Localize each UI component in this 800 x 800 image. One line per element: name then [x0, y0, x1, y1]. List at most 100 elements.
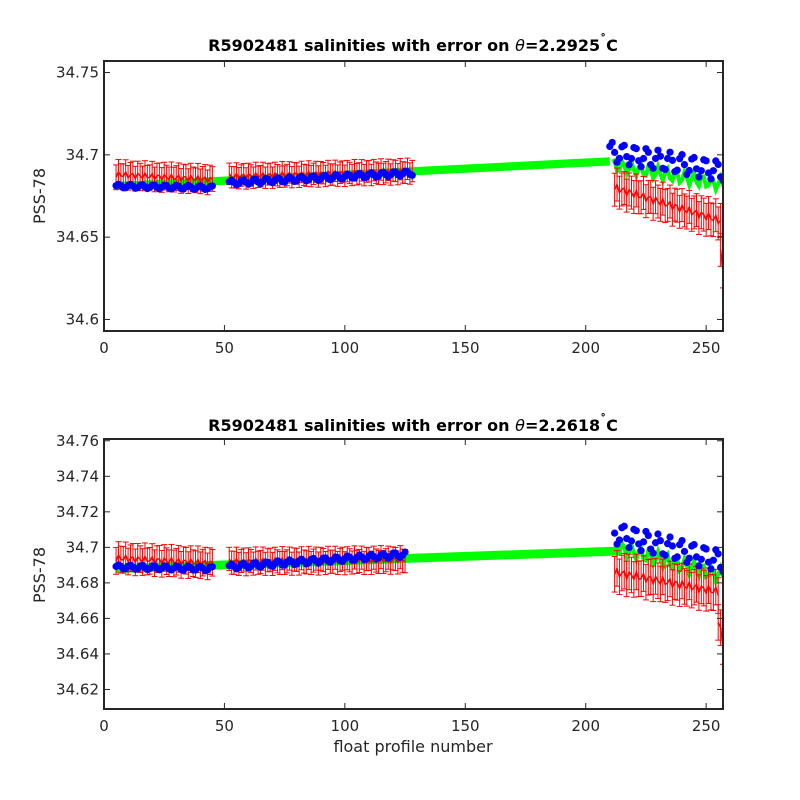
float-salinity-point [695, 562, 703, 570]
float-salinity-point [649, 549, 657, 557]
float-salinity-point [668, 542, 677, 550]
float-salinity-point [649, 164, 657, 172]
y-tick-label: 34.62 [56, 680, 99, 698]
float-salinity-point [637, 547, 645, 555]
bottom-plot-area [112, 522, 723, 665]
x-tick-label: 0 [99, 717, 109, 735]
x-tick-label: 100 [331, 717, 360, 735]
float-salinity-point [625, 543, 633, 552]
float-salinity-point [709, 556, 717, 564]
data-layer [112, 138, 723, 289]
float-salinity-point [714, 160, 722, 169]
float-salinity-point [707, 175, 715, 183]
float-salinity-point [666, 148, 674, 156]
x-tick-label: 0 [99, 339, 109, 357]
y-tick-label: 34.6 [66, 310, 99, 328]
adjusted-salinity-line [613, 182, 722, 226]
float-salinity-point [678, 536, 686, 545]
float-salinity-point [685, 554, 693, 562]
float-salinity-point [678, 151, 686, 159]
float-salinity-point [611, 529, 619, 537]
float-salinity-point [709, 167, 717, 175]
x-tick-label: 250 [692, 717, 721, 735]
float-salinity-point [632, 527, 640, 535]
y-tick-label: 34.68 [56, 574, 99, 592]
y-tick-label: 34.74 [56, 467, 99, 485]
float-salinity-point [661, 551, 669, 559]
y-tick-label: 34.76 [56, 432, 99, 450]
y-tick-label: 34.75 [56, 64, 99, 82]
top-y-axis-label: PSS-78 [30, 168, 49, 224]
x-tick-label: 150 [451, 339, 480, 357]
float-salinity-point [644, 148, 652, 156]
y-tick-label: 34.7 [66, 146, 99, 164]
x-tick-label: 200 [571, 717, 600, 735]
float-salinity-point [639, 538, 648, 546]
float-salinity-point [654, 146, 662, 154]
adjusted-salinity-line [115, 553, 213, 569]
bottom-x-axis-label: float profile number [333, 737, 493, 756]
x-tick-label: 200 [571, 339, 600, 357]
bottom-panel-title: R5902481 salinities with error on θ=2.26… [208, 412, 618, 435]
top-axis-ticks: 0 50 100 150 200 250 34.6 34.65 34.7 34.75 [56, 61, 723, 357]
y-tick-label: 34.64 [56, 645, 99, 663]
float-salinity-point [685, 166, 693, 175]
y-tick-label: 34.7 [66, 538, 99, 556]
top-axes-box [103, 60, 724, 332]
float-salinity-point [408, 171, 416, 179]
float-salinity-point [656, 537, 664, 545]
float-salinity-point [680, 160, 689, 169]
float-salinity-point [695, 173, 703, 181]
float-salinity-point [401, 548, 409, 556]
float-salinity-point [627, 537, 636, 545]
float-salinity-point [714, 550, 722, 558]
adjusted-salinity-line [613, 566, 719, 596]
float-salinity-point [697, 167, 705, 175]
x-tick-label: 50 [215, 717, 234, 735]
float-salinity-point [620, 141, 628, 149]
top-plot-area [112, 138, 723, 289]
float-salinity-point [668, 156, 677, 164]
float-salinity-point [690, 540, 698, 549]
float-salinity-point [208, 563, 216, 571]
float-salinity-point [637, 163, 645, 171]
float-salinity-point [673, 553, 681, 561]
float-salinity-point [611, 148, 619, 156]
float-salinity-point [615, 536, 624, 544]
float-salinity-point [673, 166, 681, 174]
float-salinity-point [702, 157, 710, 165]
float-salinity-point [608, 138, 616, 147]
x-tick-label: 100 [331, 339, 360, 357]
float-salinity-point [697, 555, 705, 563]
float-salinity-point [690, 153, 698, 162]
float-salinity-point [702, 545, 710, 553]
adjusted-salinity-line [115, 170, 213, 185]
bottom-y-axis-label: PSS-78 [30, 547, 49, 603]
bottom-axes-box [103, 438, 724, 710]
y-tick-label: 34.65 [56, 228, 99, 246]
float-salinity-point [632, 145, 640, 153]
float-salinity-point [680, 547, 689, 556]
float-salinity-point [707, 565, 715, 573]
bottom-axis-ticks: 0 50 100 150 200 250 34.62 34.64 34.66 34.68 34.7 3… [56, 432, 723, 735]
x-tick-label: 150 [451, 717, 480, 735]
float-salinity-point [656, 152, 664, 160]
top-panel: R5902481 salinities with error on θ=2.29… [30, 32, 724, 357]
float-salinity-point [639, 154, 648, 163]
float-salinity-point [615, 154, 624, 162]
y-tick-label: 34.72 [56, 503, 99, 521]
float-salinity-point [666, 533, 674, 541]
float-salinity-point [208, 182, 216, 190]
float-salinity-point [620, 522, 628, 530]
bottom-panel: R5902481 salinities with error on θ=2.26… [30, 412, 724, 756]
y-tick-label: 34.66 [56, 609, 99, 627]
float-salinity-point [627, 154, 636, 163]
x-tick-label: 250 [692, 339, 721, 357]
float-salinity-point [625, 161, 633, 169]
data-layer [112, 522, 723, 665]
float-salinity-point [654, 530, 662, 538]
float-salinity-point [661, 165, 669, 173]
top-panel-title: R5902481 salinities with error on θ=2.29… [208, 32, 618, 55]
